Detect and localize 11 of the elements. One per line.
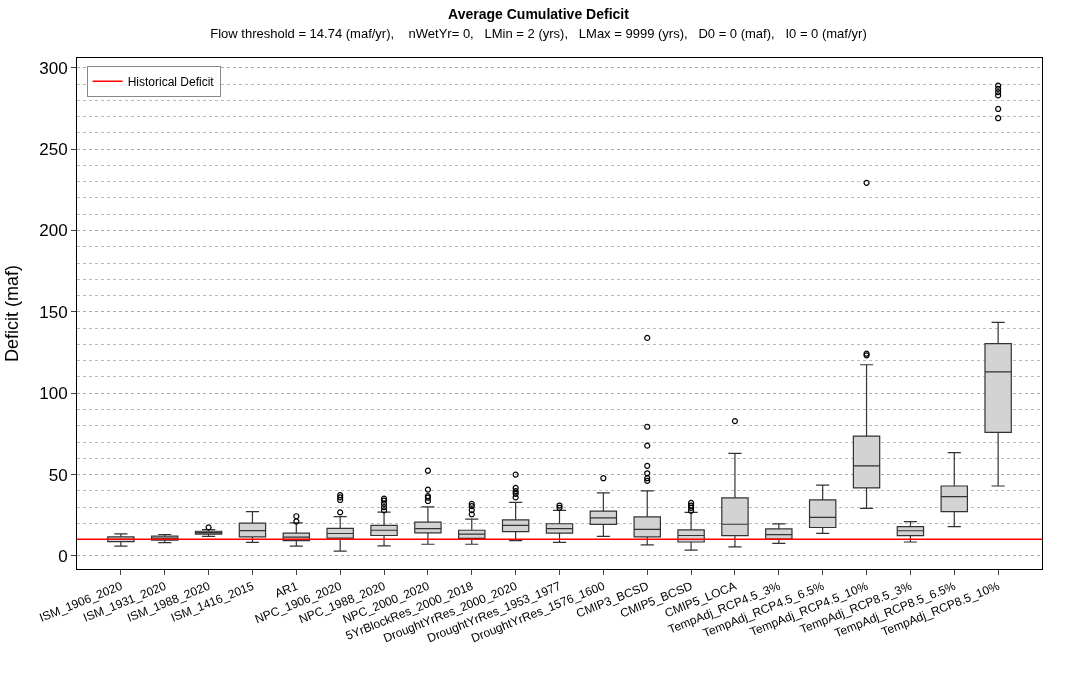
y-tick-label: 50 — [48, 465, 68, 485]
y-tick-label: 100 — [39, 384, 68, 404]
y-tick-label: 250 — [39, 140, 68, 160]
y-axis-title: Deficit (maf) — [2, 264, 23, 363]
y-tick-label: 0 — [58, 546, 68, 566]
y-tick-label: 200 — [39, 221, 68, 241]
y-tick-label: 150 — [39, 302, 68, 322]
y-tick-label: 300 — [39, 58, 68, 78]
chart-subtitle: Flow threshold = 14.74 (maf/yr), nWetYr= 0, LMin = 2 (yrs), LMax = 9999 (yrs), D0 = 0 (maf), I0 = 0 (maf/yr) — [210, 25, 867, 41]
chart-title: Average Cumulative Deficit — [448, 6, 630, 23]
legend-label: Historical Deficit — [127, 74, 215, 89]
